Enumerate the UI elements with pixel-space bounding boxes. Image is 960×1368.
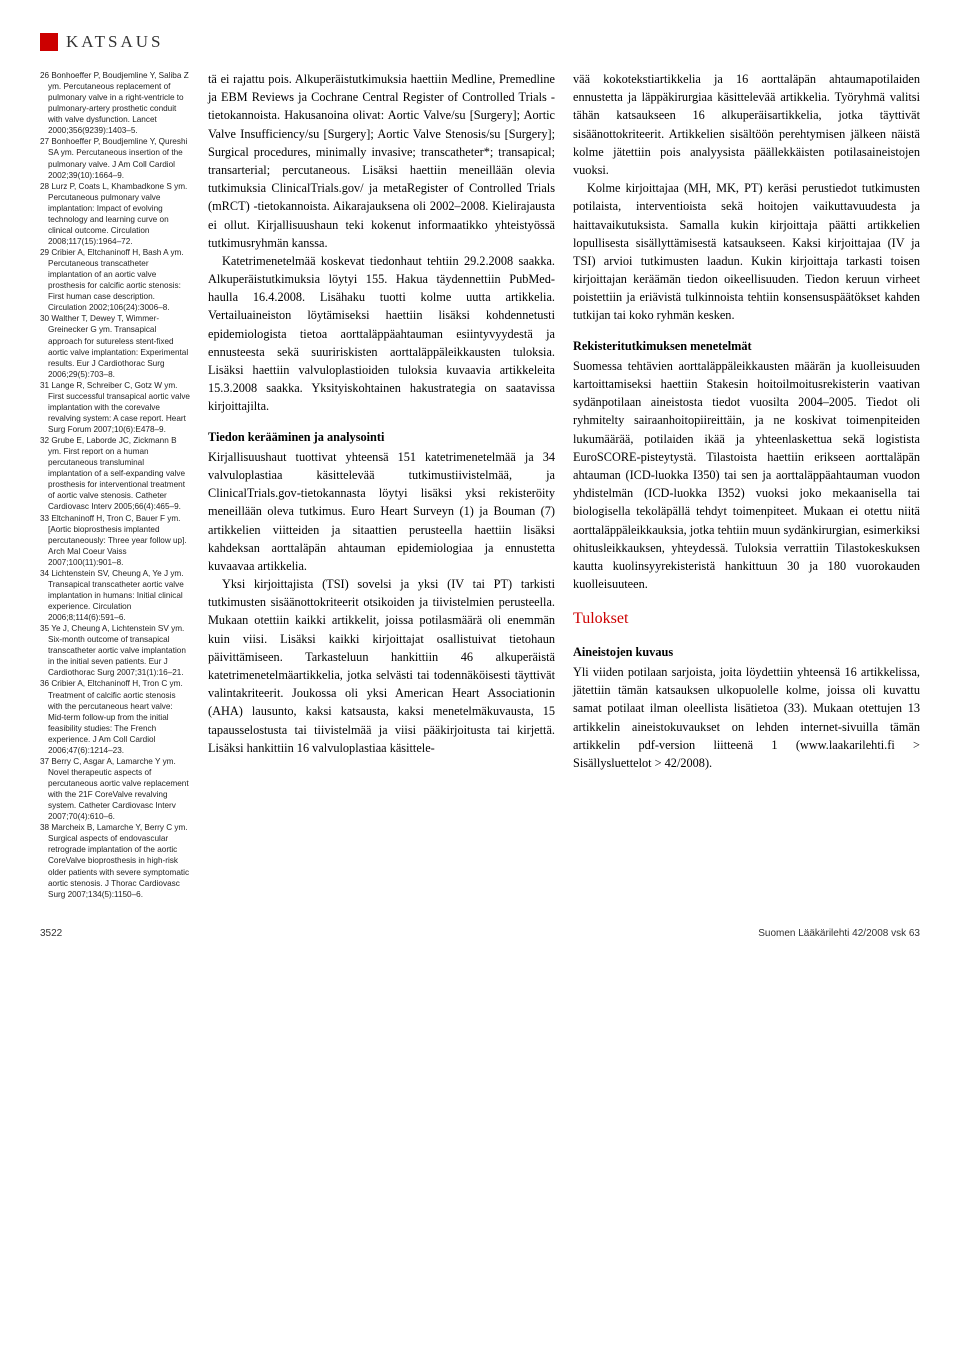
reference-item: 34 Lichtenstein SV, Cheung A, Ye J ym. T… (40, 568, 190, 623)
reference-item: 30 Walther T, Dewey T, Wimmer-Greinecker… (40, 313, 190, 379)
section-heading: Aineistojen kuvaus (573, 643, 920, 661)
content-area: 26 Bonhoeffer P, Boudjemline Y, Saliba Z… (40, 70, 920, 900)
body-paragraph: Kirjallisuushaut tuottivat yhteensä 151 … (208, 448, 555, 575)
references-column: 26 Bonhoeffer P, Boudjemline Y, Saliba Z… (40, 70, 190, 900)
reference-item: 27 Bonhoeffer P, Boudjemline Y, Qureshi … (40, 136, 190, 180)
body-paragraph: Yksi kirjoittajista (TSI) sovelsi ja yks… (208, 575, 555, 757)
reference-item: 37 Berry C, Asgar A, Lamarche Y ym. Nove… (40, 756, 190, 822)
reference-item: 29 Cribier A, Eltchaninoff H, Bash A ym.… (40, 247, 190, 313)
reference-item: 33 Eltchaninoff H, Tron C, Bauer F ym. [… (40, 513, 190, 568)
body-paragraph: Yli viiden potilaan sarjoista, joita löy… (573, 663, 920, 772)
body-paragraph: Suomessa tehtävien aorttaläppäleikkauste… (573, 357, 920, 593)
reference-item: 31 Lange R, Schreiber C, Gotz W ym. Firs… (40, 380, 190, 435)
header-accent-square (40, 33, 58, 51)
reference-item: 28 Lurz P, Coats L, Khambadkone S ym. Pe… (40, 181, 190, 247)
body-paragraph: tä ei rajattu pois. Alkuperäistutkimuksi… (208, 70, 555, 252)
body-paragraph: Kolme kirjoittajaa (MH, MK, PT) keräsi p… (573, 179, 920, 325)
reference-item: 32 Grube E, Laborde JC, Zickmann B ym. F… (40, 435, 190, 512)
main-text-columns: tä ei rajattu pois. Alkuperäistutkimuksi… (208, 70, 920, 900)
reference-item: 38 Marcheix B, Lamarche Y, Berry C ym. S… (40, 822, 190, 899)
body-paragraph: vää kokotekstiartikkelia ja 16 aorttaläp… (573, 70, 920, 179)
reference-item: 26 Bonhoeffer P, Boudjemline Y, Saliba Z… (40, 70, 190, 136)
reference-item: 36 Cribier A, Eltchaninoff H, Tron C ym.… (40, 678, 190, 755)
text-column-2: vää kokotekstiartikkelia ja 16 aorttaläp… (573, 70, 920, 900)
reference-item: 35 Ye J, Cheung A, Lichtenstein SV ym. S… (40, 623, 190, 678)
body-paragraph: Katetrimenetelmää koskevat tiedonhaut te… (208, 252, 555, 416)
journal-info: Suomen Lääkärilehti 42/2008 vsk 63 (758, 928, 920, 939)
text-column-1: tä ei rajattu pois. Alkuperäistutkimuksi… (208, 70, 555, 900)
major-heading: Tulokset (573, 607, 920, 631)
article-header: KATSAUS (40, 32, 920, 52)
page-number: 3522 (40, 928, 62, 939)
category-label: KATSAUS (66, 32, 164, 52)
section-heading: Tiedon kerääminen ja analysointi (208, 428, 555, 446)
section-heading: Rekisteritutkimuksen menetelmät (573, 337, 920, 355)
page-footer: 3522 Suomen Lääkärilehti 42/2008 vsk 63 (40, 928, 920, 939)
